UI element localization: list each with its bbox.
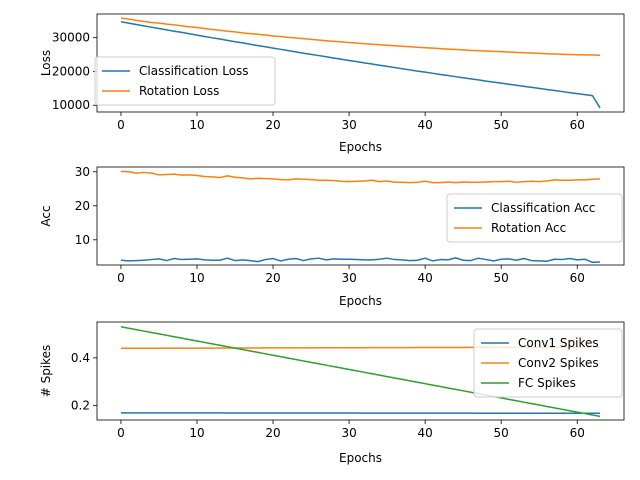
x-tick-label: 60 [570, 426, 585, 440]
x-tick-label: 40 [417, 271, 432, 285]
acc-legend-box [446, 193, 623, 243]
legend-entry-fc-spikes: FC Spikes [481, 376, 576, 390]
x-tick-label: 10 [189, 271, 204, 285]
x-tick-label: 40 [417, 118, 432, 132]
x-tick-label: 50 [494, 118, 509, 132]
legend-entry-classification-loss: Classification Loss [102, 64, 249, 78]
x-tick-label: 20 [265, 426, 280, 440]
legend-label: Classification Acc [491, 201, 595, 215]
x-tick-label: 60 [570, 271, 585, 285]
loss-legend: Classification Loss Rotation Loss [94, 56, 276, 106]
loss-axis-ticks: 0 10 20 30 40 50 60 10000 20000 30000 [52, 31, 585, 132]
x-tick-label: 0 [117, 426, 125, 440]
legend-entry-classification-acc: Classification Acc [454, 201, 595, 215]
acc-panel: 0 10 20 30 40 50 60 10 20 30 Epochs Acc Classific… [39, 165, 625, 308]
legend-entry-rotation-acc: Rotation Acc [454, 221, 566, 235]
x-tick-label: 0 [117, 271, 125, 285]
y-tick-label: 10000 [52, 98, 90, 112]
x-tick-label: 50 [494, 271, 509, 285]
legend-label: Rotation Loss [139, 84, 219, 98]
loss-panel: 0 10 20 30 40 50 60 10000 20000 30000 Epochs Loss… [39, 13, 625, 154]
y-tick-label: 20 [75, 199, 90, 213]
y-tick-label: 0.4 [71, 351, 90, 365]
series-line-1 [120, 257, 601, 264]
x-tick-label: 30 [341, 426, 356, 440]
acc-legend: Classification Acc Rotation Acc [446, 193, 623, 243]
series-line-3 [120, 326, 601, 418]
acc-y-axis-label: Acc [39, 205, 53, 226]
spikes-legend: Conv1 Spikes Conv2 Spikes FC Spikes [473, 328, 623, 398]
x-tick-label: 10 [189, 118, 204, 132]
series-line-1 [120, 21, 601, 109]
x-tick-label: 30 [341, 118, 356, 132]
spikes-panel: 0 10 20 30 40 50 60 0.2 0.4 Epochs # Spikes Conv… [39, 321, 625, 465]
x-tick-label: 50 [494, 426, 509, 440]
legend-entry-rotation-loss: Rotation Loss [102, 84, 219, 98]
legend-entry-conv2-spikes: Conv2 Spikes [481, 356, 599, 370]
legend-label: Classification Loss [139, 64, 249, 78]
acc-x-axis-label: Epochs [339, 294, 382, 308]
spikes-axes-frame [96, 321, 625, 421]
y-tick-label: 30000 [52, 31, 90, 45]
y-tick-label: 30 [75, 165, 90, 179]
series-line-2 [120, 17, 601, 56]
loss-plot-area [120, 17, 601, 109]
loss-y-axis-label: Loss [39, 50, 53, 76]
spikes-x-axis-label: Epochs [339, 451, 382, 465]
spikes-axis-ticks: 0 10 20 30 40 50 60 0.2 0.4 [71, 351, 585, 440]
legend-entry-conv1-spikes: Conv1 Spikes [481, 336, 599, 350]
acc-axes-frame [96, 166, 625, 266]
x-tick-label: 0 [117, 118, 125, 132]
x-tick-label: 40 [417, 426, 432, 440]
series-line-2 [120, 170, 601, 184]
acc-plot-area [120, 170, 601, 264]
spikes-legend-box [473, 328, 623, 398]
y-tick-label: 0.2 [71, 399, 90, 413]
y-tick-label: 20000 [52, 64, 90, 78]
x-tick-label: 20 [265, 118, 280, 132]
x-tick-label: 30 [341, 271, 356, 285]
x-tick-label: 10 [189, 426, 204, 440]
x-tick-label: 60 [570, 118, 585, 132]
loss-legend-box [94, 56, 276, 106]
x-tick-label: 20 [265, 271, 280, 285]
spikes-y-axis-label: # Spikes [39, 345, 53, 398]
legend-label: Conv2 Spikes [518, 356, 599, 370]
legend-label: FC Spikes [518, 376, 576, 390]
loss-x-axis-label: Epochs [339, 140, 382, 154]
legend-label: Conv1 Spikes [518, 336, 599, 350]
y-tick-label: 10 [75, 233, 90, 247]
legend-label: Rotation Acc [491, 221, 566, 235]
acc-axis-ticks: 0 10 20 30 40 50 60 10 20 30 [75, 165, 585, 285]
